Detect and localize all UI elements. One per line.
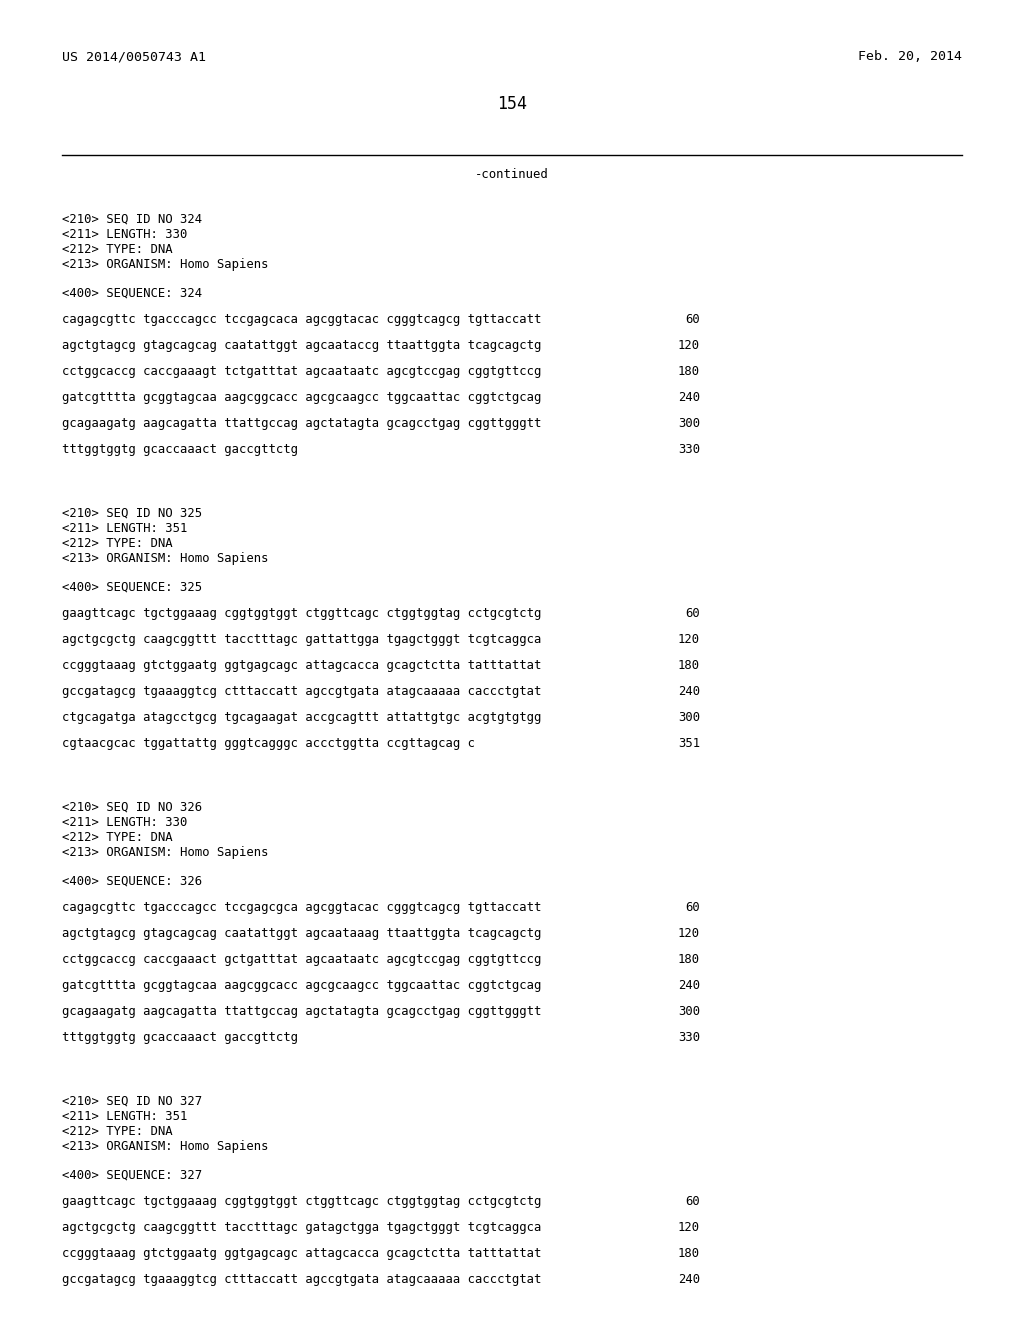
Text: cctggcaccg caccgaaact gctgatttat agcaataatc agcgtccgag cggtgttccg: cctggcaccg caccgaaact gctgatttat agcaata… <box>62 953 542 966</box>
Text: <210> SEQ ID NO 324: <210> SEQ ID NO 324 <box>62 213 202 226</box>
Text: ccgggtaaag gtctggaatg ggtgagcagc attagcacca gcagctctta tatttattat: ccgggtaaag gtctggaatg ggtgagcagc attagca… <box>62 1247 542 1261</box>
Text: <213> ORGANISM: Homo Sapiens: <213> ORGANISM: Homo Sapiens <box>62 552 268 565</box>
Text: 60: 60 <box>685 313 700 326</box>
Text: <211> LENGTH: 351: <211> LENGTH: 351 <box>62 1110 187 1123</box>
Text: <212> TYPE: DNA: <212> TYPE: DNA <box>62 1125 173 1138</box>
Text: <212> TYPE: DNA: <212> TYPE: DNA <box>62 243 173 256</box>
Text: 330: 330 <box>678 444 700 455</box>
Text: 300: 300 <box>678 1005 700 1018</box>
Text: 120: 120 <box>678 1221 700 1234</box>
Text: 240: 240 <box>678 685 700 698</box>
Text: <210> SEQ ID NO 325: <210> SEQ ID NO 325 <box>62 507 202 520</box>
Text: cagagcgttc tgacccagcc tccgagcgca agcggtacac cgggtcagcg tgttaccatt: cagagcgttc tgacccagcc tccgagcgca agcggta… <box>62 902 542 913</box>
Text: gccgatagcg tgaaaggtcg ctttaccatt agccgtgata atagcaaaaa caccctgtat: gccgatagcg tgaaaggtcg ctttaccatt agccgtg… <box>62 1272 542 1286</box>
Text: <210> SEQ ID NO 327: <210> SEQ ID NO 327 <box>62 1096 202 1107</box>
Text: cgtaacgcac tggattattg gggtcagggc accctggtta ccgttagcag c: cgtaacgcac tggattattg gggtcagggc accctgg… <box>62 737 475 750</box>
Text: gatcgtttta gcggtagcaa aagcggcacc agcgcaagcc tggcaattac cggtctgcag: gatcgtttta gcggtagcaa aagcggcacc agcgcaa… <box>62 979 542 993</box>
Text: 351: 351 <box>678 737 700 750</box>
Text: <211> LENGTH: 351: <211> LENGTH: 351 <box>62 521 187 535</box>
Text: <400> SEQUENCE: 326: <400> SEQUENCE: 326 <box>62 875 202 888</box>
Text: <212> TYPE: DNA: <212> TYPE: DNA <box>62 832 173 843</box>
Text: 180: 180 <box>678 366 700 378</box>
Text: gcagaagatg aagcagatta ttattgccag agctatagta gcagcctgag cggttgggtt: gcagaagatg aagcagatta ttattgccag agctata… <box>62 417 542 430</box>
Text: 240: 240 <box>678 979 700 993</box>
Text: 60: 60 <box>685 902 700 913</box>
Text: gccgatagcg tgaaaggtcg ctttaccatt agccgtgata atagcaaaaa caccctgtat: gccgatagcg tgaaaggtcg ctttaccatt agccgtg… <box>62 685 542 698</box>
Text: <400> SEQUENCE: 325: <400> SEQUENCE: 325 <box>62 581 202 594</box>
Text: 120: 120 <box>678 634 700 645</box>
Text: <211> LENGTH: 330: <211> LENGTH: 330 <box>62 228 187 242</box>
Text: 120: 120 <box>678 927 700 940</box>
Text: 180: 180 <box>678 953 700 966</box>
Text: <211> LENGTH: 330: <211> LENGTH: 330 <box>62 816 187 829</box>
Text: gaagttcagc tgctggaaag cggtggtggt ctggttcagc ctggtggtag cctgcgtctg: gaagttcagc tgctggaaag cggtggtggt ctggttc… <box>62 1195 542 1208</box>
Text: cctggcaccg caccgaaagt tctgatttat agcaataatc agcgtccgag cggtgttccg: cctggcaccg caccgaaagt tctgatttat agcaata… <box>62 366 542 378</box>
Text: 240: 240 <box>678 391 700 404</box>
Text: 60: 60 <box>685 1195 700 1208</box>
Text: -continued: -continued <box>475 168 549 181</box>
Text: agctgcgctg caagcggttt tacctttagc gattattgga tgagctgggt tcgtcaggca: agctgcgctg caagcggttt tacctttagc gattatt… <box>62 634 542 645</box>
Text: 60: 60 <box>685 607 700 620</box>
Text: <400> SEQUENCE: 324: <400> SEQUENCE: 324 <box>62 286 202 300</box>
Text: 240: 240 <box>678 1272 700 1286</box>
Text: agctgcgctg caagcggttt tacctttagc gatagctgga tgagctgggt tcgtcaggca: agctgcgctg caagcggttt tacctttagc gatagct… <box>62 1221 542 1234</box>
Text: tttggtggtg gcaccaaact gaccgttctg: tttggtggtg gcaccaaact gaccgttctg <box>62 444 298 455</box>
Text: gcagaagatg aagcagatta ttattgccag agctatagta gcagcctgag cggttgggtt: gcagaagatg aagcagatta ttattgccag agctata… <box>62 1005 542 1018</box>
Text: <213> ORGANISM: Homo Sapiens: <213> ORGANISM: Homo Sapiens <box>62 846 268 859</box>
Text: ccgggtaaag gtctggaatg ggtgagcagc attagcacca gcagctctta tatttattat: ccgggtaaag gtctggaatg ggtgagcagc attagca… <box>62 659 542 672</box>
Text: gatcgtttta gcggtagcaa aagcggcacc agcgcaagcc tggcaattac cggtctgcag: gatcgtttta gcggtagcaa aagcggcacc agcgcaa… <box>62 391 542 404</box>
Text: 300: 300 <box>678 711 700 723</box>
Text: cagagcgttc tgacccagcc tccgagcaca agcggtacac cgggtcagcg tgttaccatt: cagagcgttc tgacccagcc tccgagcaca agcggta… <box>62 313 542 326</box>
Text: 120: 120 <box>678 339 700 352</box>
Text: <212> TYPE: DNA: <212> TYPE: DNA <box>62 537 173 550</box>
Text: Feb. 20, 2014: Feb. 20, 2014 <box>858 50 962 63</box>
Text: agctgtagcg gtagcagcag caatattggt agcaataccg ttaattggta tcagcagctg: agctgtagcg gtagcagcag caatattggt agcaata… <box>62 339 542 352</box>
Text: <213> ORGANISM: Homo Sapiens: <213> ORGANISM: Homo Sapiens <box>62 1140 268 1152</box>
Text: 300: 300 <box>678 417 700 430</box>
Text: <210> SEQ ID NO 326: <210> SEQ ID NO 326 <box>62 801 202 814</box>
Text: 154: 154 <box>497 95 527 114</box>
Text: 180: 180 <box>678 1247 700 1261</box>
Text: <400> SEQUENCE: 327: <400> SEQUENCE: 327 <box>62 1170 202 1181</box>
Text: gaagttcagc tgctggaaag cggtggtggt ctggttcagc ctggtggtag cctgcgtctg: gaagttcagc tgctggaaag cggtggtggt ctggttc… <box>62 607 542 620</box>
Text: <213> ORGANISM: Homo Sapiens: <213> ORGANISM: Homo Sapiens <box>62 257 268 271</box>
Text: ctgcagatga atagcctgcg tgcagaagat accgcagttt attattgtgc acgtgtgtgg: ctgcagatga atagcctgcg tgcagaagat accgcag… <box>62 711 542 723</box>
Text: agctgtagcg gtagcagcag caatattggt agcaataaag ttaattggta tcagcagctg: agctgtagcg gtagcagcag caatattggt agcaata… <box>62 927 542 940</box>
Text: US 2014/0050743 A1: US 2014/0050743 A1 <box>62 50 206 63</box>
Text: 180: 180 <box>678 659 700 672</box>
Text: tttggtggtg gcaccaaact gaccgttctg: tttggtggtg gcaccaaact gaccgttctg <box>62 1031 298 1044</box>
Text: 330: 330 <box>678 1031 700 1044</box>
